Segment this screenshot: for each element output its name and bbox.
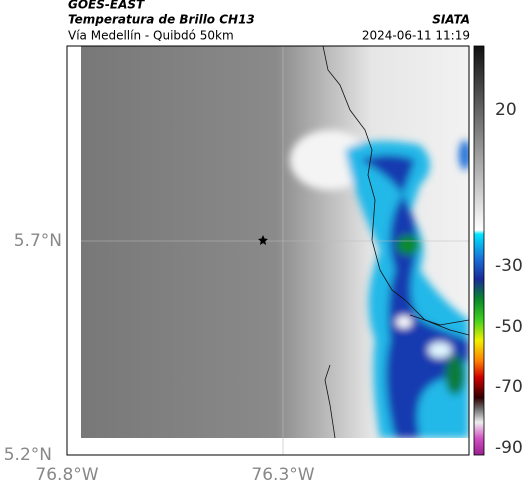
- colorbar-label: -70: [495, 377, 523, 397]
- subtitle: Vía Medellín - Quibdó 50km: [68, 29, 234, 43]
- colorbar-label: -90: [495, 438, 523, 458]
- datetime: 2024-06-11 11:19: [362, 29, 470, 43]
- colorbar: [473, 45, 485, 456]
- map-frame: [66, 45, 470, 456]
- lat-label: 5.2°N: [4, 445, 52, 465]
- lon-label: 76.8°W: [35, 465, 98, 485]
- colorbar-label: -30: [495, 256, 523, 276]
- satellite-image: [81, 46, 469, 438]
- source: GOES-EAST: [68, 0, 145, 12]
- colorbar-label: -50: [495, 317, 523, 337]
- colorbar-ticks: 20 -30 -50 -70 -90: [495, 100, 523, 458]
- location-marker: [258, 235, 268, 245]
- organization: SIATA: [432, 13, 470, 27]
- title: Temperatura de Brillo CH13: [68, 13, 255, 27]
- lon-label: 76.3°W: [251, 465, 314, 485]
- colorbar-label: 20: [495, 100, 517, 120]
- lat-label: 5.7°N: [14, 231, 62, 251]
